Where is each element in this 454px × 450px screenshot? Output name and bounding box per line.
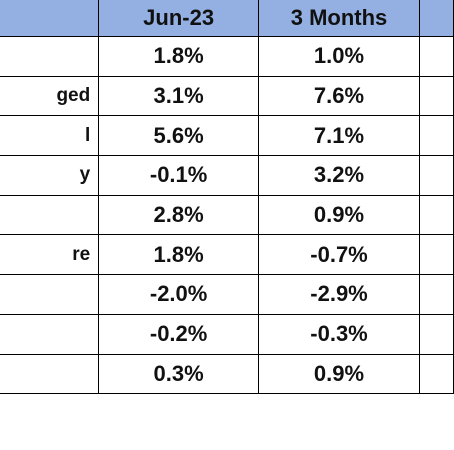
extra-empty-cell: [419, 36, 454, 77]
row-label-cell: [0, 313, 100, 355]
row-label-cell: l: [0, 115, 100, 157]
header-label-cell: [0, 0, 100, 37]
jun23-value-cell: 2.8%: [98, 194, 260, 236]
row-label-cell: [0, 353, 100, 395]
jun23-value-cell: 3.1%: [98, 75, 260, 117]
three-months-value-cell: 7.6%: [258, 75, 420, 117]
table-row: ged 3.1% 7.6%: [0, 75, 454, 117]
row-label-cell: [0, 36, 100, 77]
three-months-value-cell: -0.3%: [258, 313, 420, 355]
jun23-value-cell: 0.3%: [98, 353, 260, 395]
row-label-cell: y: [0, 155, 100, 196]
three-months-value-cell: 3.2%: [258, 155, 420, 196]
jun23-value-cell: 1.8%: [98, 234, 260, 276]
table-row: y -0.1% 3.2%: [0, 155, 454, 196]
extra-empty-cell: [419, 115, 454, 157]
table-row: -2.0% -2.9%: [0, 274, 454, 315]
row-label-cell: ged: [0, 75, 100, 117]
header-jun23: Jun-23: [98, 0, 260, 37]
table-row: 1.8% 1.0%: [0, 36, 454, 77]
jun23-value-cell: -0.2%: [98, 313, 260, 355]
jun23-value-cell: 1.8%: [98, 36, 260, 77]
returns-table: Jun-23 3 Months 1.8% 1.0% ged 3.1% 7.6% l 5.6%…: [0, 0, 454, 395]
three-months-value-cell: -0.7%: [258, 234, 420, 276]
table-row: re 1.8% -0.7%: [0, 234, 454, 276]
table-row: 0.3% 0.9%: [0, 353, 454, 395]
extra-empty-cell: [419, 194, 454, 236]
extra-empty-cell: [419, 313, 454, 355]
row-label-cell: [0, 194, 100, 236]
row-label-cell: re: [0, 234, 100, 276]
extra-empty-cell: [419, 75, 454, 117]
three-months-value-cell: 0.9%: [258, 194, 420, 236]
extra-empty-cell: [419, 353, 454, 395]
jun23-value-cell: -0.1%: [98, 155, 260, 196]
header-row: Jun-23 3 Months: [0, 0, 454, 37]
header-3-months: 3 Months: [258, 0, 420, 37]
extra-empty-cell: [419, 274, 454, 315]
three-months-value-cell: 1.0%: [258, 36, 420, 77]
three-months-value-cell: -2.9%: [258, 274, 420, 315]
table-row: 2.8% 0.9%: [0, 194, 454, 236]
three-months-value-cell: 0.9%: [258, 353, 420, 395]
jun23-value-cell: -2.0%: [98, 274, 260, 315]
jun23-value-cell: 5.6%: [98, 115, 260, 157]
extra-empty-cell: [419, 234, 454, 276]
row-label-cell: [0, 274, 100, 315]
extra-empty-cell: [419, 155, 454, 196]
three-months-value-cell: 7.1%: [258, 115, 420, 157]
table-row: l 5.6% 7.1%: [0, 115, 454, 157]
table-row: -0.2% -0.3%: [0, 313, 454, 355]
spreadsheet-table-region: Jun-23 3 Months 1.8% 1.0% ged 3.1% 7.6% l 5.6%…: [0, 0, 454, 395]
header-extra-cell: [419, 0, 454, 37]
